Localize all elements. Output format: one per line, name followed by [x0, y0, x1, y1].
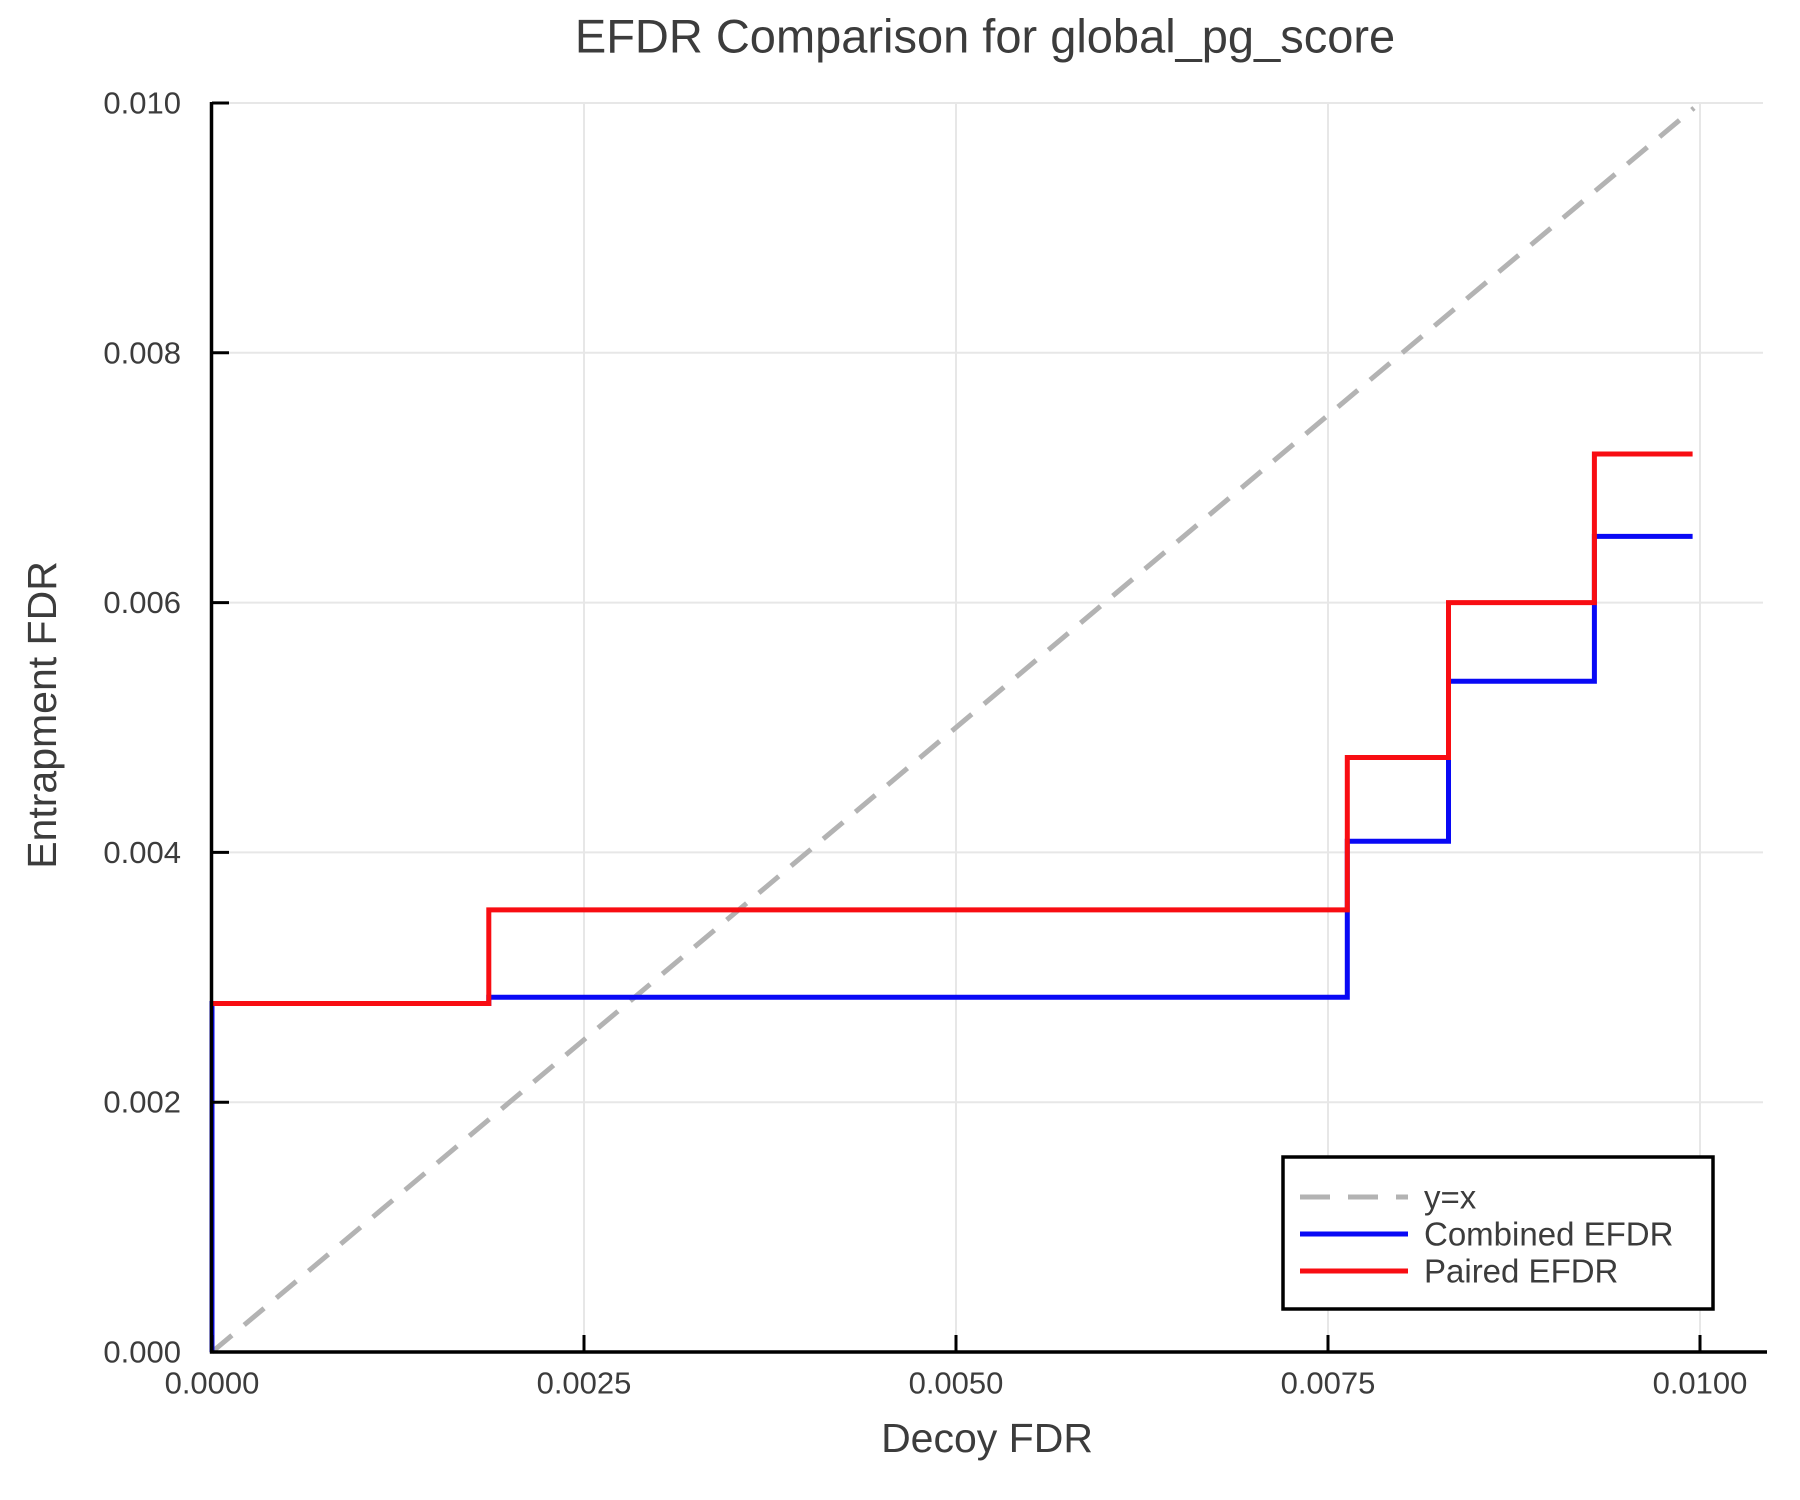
- chart-title: EFDR Comparison for global_pg_score: [575, 10, 1395, 63]
- series-line-paired-efdr: [212, 451, 1693, 1006]
- series-layer: [209, 106, 1696, 1354]
- y-tick-label: 0.002: [103, 1085, 181, 1120]
- legend-label-paired-efdr: Paired EFDR: [1424, 1253, 1618, 1290]
- x-tick-label: 0.0000: [165, 1366, 260, 1401]
- y-tick-label: 0.008: [103, 335, 181, 370]
- legend-label-combined-efdr: Combined EFDR: [1424, 1216, 1673, 1253]
- y-axis-label: Entrapment FDR: [19, 561, 65, 869]
- tick-layer: [210, 101, 1702, 1354]
- legend-label-diagonal: y=x: [1424, 1179, 1477, 1216]
- y-tick-label: 0.004: [103, 835, 181, 870]
- series-line-y-x: [210, 106, 1696, 1354]
- y-tick-label: 0.006: [103, 585, 181, 620]
- tick-label-layer: 0.0000 0.0025 0.0050 0.0075 0.0100 0.000 0.002…: [103, 86, 1747, 1401]
- x-tick-label: 0.0025: [537, 1366, 632, 1401]
- legend: y=x Combined EFDR Paired EFDR: [1281, 1155, 1715, 1311]
- y-tick-label: 0.000: [103, 1335, 181, 1370]
- x-tick-label: 0.0100: [1653, 1366, 1748, 1401]
- y-tick-label: 0.010: [103, 86, 181, 121]
- axes: [209, 102, 1767, 1354]
- x-axis-label: Decoy FDR: [881, 1415, 1093, 1461]
- x-tick-label: 0.0050: [909, 1366, 1004, 1401]
- x-tick-label: 0.0075: [1281, 1366, 1376, 1401]
